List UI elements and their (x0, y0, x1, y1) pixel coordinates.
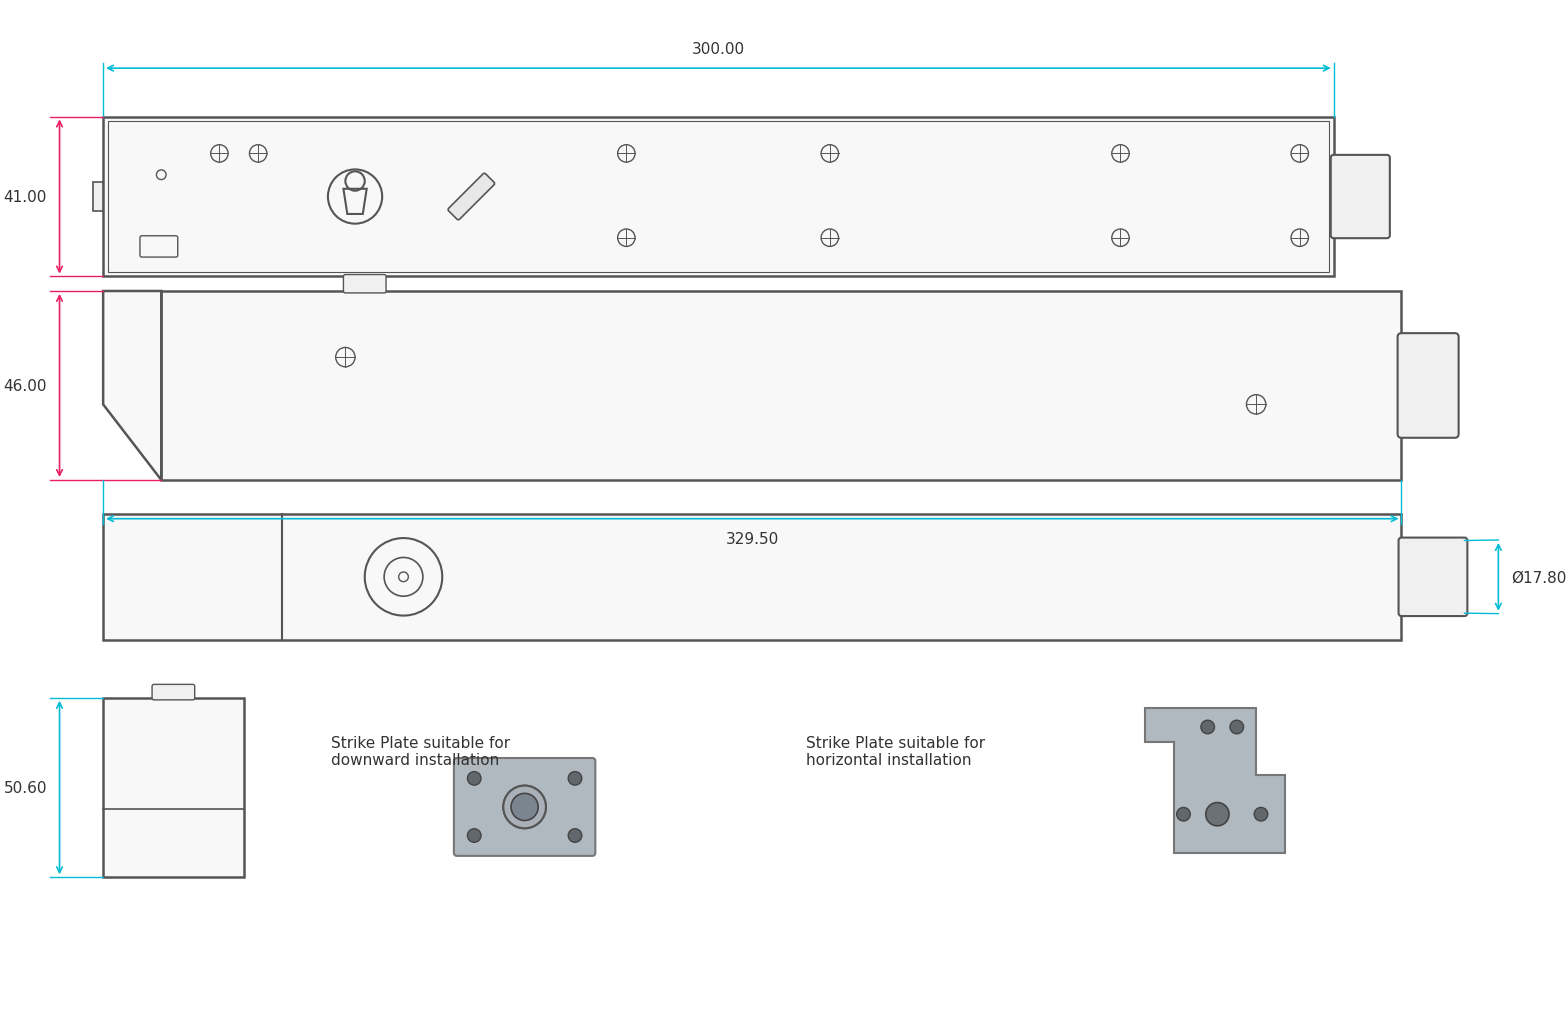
Circle shape (1254, 808, 1268, 821)
Text: Strike Plate suitable for
horizontal installation: Strike Plate suitable for horizontal ins… (805, 736, 985, 767)
Polygon shape (1145, 708, 1286, 853)
Bar (94, 182, 103, 212)
FancyBboxPatch shape (152, 685, 194, 700)
Circle shape (1229, 720, 1243, 734)
Circle shape (1201, 720, 1215, 734)
Text: Ø17.80: Ø17.80 (1511, 570, 1566, 585)
Polygon shape (103, 291, 161, 481)
Circle shape (1176, 808, 1190, 821)
Circle shape (568, 828, 583, 843)
Circle shape (568, 771, 583, 786)
Bar (103, 698, 244, 877)
FancyBboxPatch shape (103, 117, 1334, 277)
FancyBboxPatch shape (1331, 156, 1391, 239)
Text: Strike Plate suitable for
downward installation: Strike Plate suitable for downward insta… (330, 736, 511, 767)
Text: 50.60: 50.60 (3, 781, 47, 795)
FancyBboxPatch shape (343, 275, 387, 293)
Bar (108, 122, 1330, 272)
Circle shape (1206, 803, 1229, 826)
Bar (161, 291, 1402, 481)
FancyBboxPatch shape (454, 758, 595, 856)
Text: 41.00: 41.00 (3, 190, 47, 205)
FancyBboxPatch shape (1398, 538, 1467, 616)
Text: 300.00: 300.00 (692, 42, 745, 56)
Circle shape (467, 828, 481, 843)
Circle shape (467, 771, 481, 786)
FancyBboxPatch shape (1397, 334, 1458, 438)
Circle shape (511, 794, 539, 820)
Text: 46.00: 46.00 (3, 379, 47, 393)
Bar (103, 515, 1402, 640)
Circle shape (503, 786, 547, 828)
Text: 329.50: 329.50 (725, 532, 778, 547)
FancyBboxPatch shape (448, 174, 495, 220)
